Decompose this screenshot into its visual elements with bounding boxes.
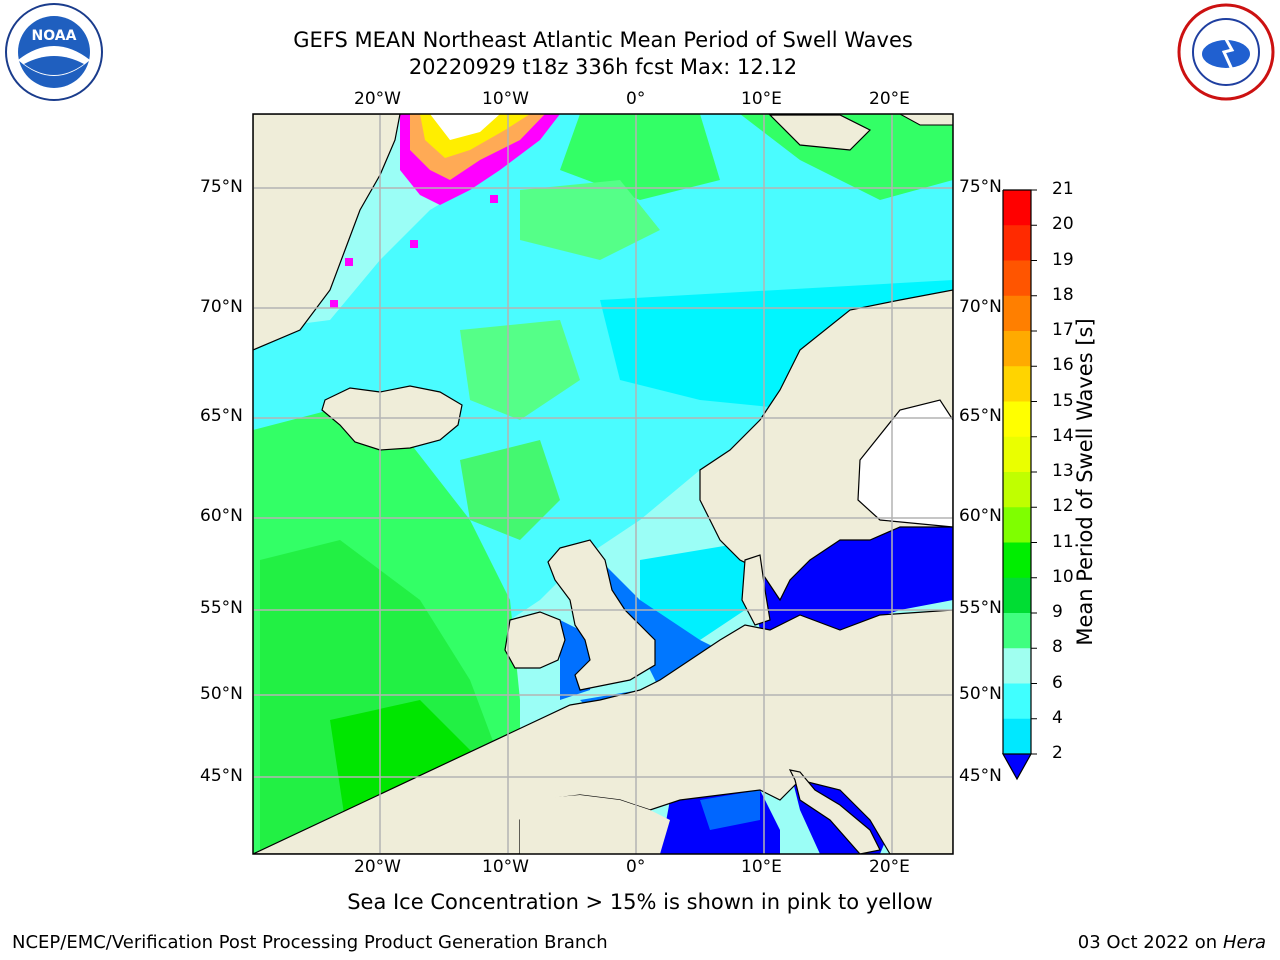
colorbar-tick-label: 9 (1052, 602, 1063, 622)
lon-label-top: 20°E (869, 89, 910, 109)
lat-label-left: 75°N (200, 177, 243, 197)
colorbar-segment (1003, 366, 1031, 402)
lat-label-left: 70°N (200, 297, 243, 317)
lat-label-left: 65°N (200, 406, 243, 426)
colorbar-tick-label: 13 (1052, 461, 1074, 481)
colorbar (1001, 189, 1037, 781)
colorbar-segment (1003, 472, 1031, 508)
colorbar-segment (1003, 190, 1031, 226)
colorbar-tick-label: 21 (1052, 179, 1074, 199)
lon-label-top: 0° (626, 89, 646, 109)
lake-area (857, 399, 953, 528)
lat-label-right: 65°N (959, 406, 1002, 426)
baltic-sea (800, 527, 953, 630)
cyan-zone (253, 114, 953, 620)
lat-label-right: 55°N (959, 598, 1002, 618)
north-sea-shelf (600, 560, 720, 690)
colorbar-tick-label: 18 (1052, 284, 1074, 305)
lon-label-top: 10°E (741, 89, 782, 109)
lat-label-left: 50°N (200, 684, 243, 704)
map-frame (252, 113, 954, 855)
colorbar-segment (1003, 542, 1031, 579)
colorbar-segment (1003, 295, 1031, 332)
denmark-land (741, 554, 771, 626)
lat-label-right: 70°N (959, 297, 1002, 317)
footer-date: 03 Oct 2022 on (1077, 932, 1223, 953)
colorbar-tick-label: 6 (1052, 672, 1063, 693)
colorbar-segment (1003, 577, 1031, 614)
colorbar-segment (1003, 683, 1031, 720)
colorbar-extend-arrow (1001, 753, 1033, 781)
lon-label-bottom: 10°E (741, 857, 782, 877)
italy-land (788, 769, 881, 854)
colorbar-tick-label: 10 (1052, 566, 1074, 587)
ireland-land (504, 611, 566, 669)
colorbar-tick-label: 17 (1052, 320, 1074, 340)
colorbar-tick-label: 4 (1052, 707, 1063, 728)
colorbar-tick-label: 20 (1052, 214, 1074, 235)
lat-label-right: 45°N (959, 766, 1002, 786)
footer-left: NCEP/EMC/Verification Post Processing Pr… (12, 932, 608, 953)
colorbar-segment (1003, 613, 1031, 649)
lat-label-right: 60°N (959, 506, 1002, 526)
colorbar-tick-label: 11 (1052, 531, 1074, 552)
footer-host: Hera (1222, 932, 1266, 953)
colorbar-segment (1003, 225, 1031, 261)
greenland-land (253, 114, 401, 351)
colorbar-segment (1003, 401, 1031, 438)
colorbar-segment (1003, 648, 1031, 684)
ice-note: Sea Ice Concentration > 15% is shown in … (347, 890, 933, 914)
chart-title: GEFS MEAN Northeast Atlantic Mean Period… (293, 28, 913, 52)
lon-label-bottom: 20°E (869, 857, 910, 877)
lat-label-left: 45°N (200, 766, 243, 786)
chart-subtitle: 20220929 t18z 336h fcst Max: 12.12 (408, 55, 798, 79)
colorbar-segment (1003, 436, 1031, 473)
colorbar-segment (1003, 507, 1031, 543)
colorbar-tick-label: 14 (1052, 425, 1074, 446)
colorbar-tick-label: 19 (1052, 249, 1074, 270)
colorbar-label: Mean Period of Swell Waves [s] (1073, 318, 1097, 646)
colorbar-segment (1003, 718, 1031, 755)
colorbar-tick-label: 16 (1052, 355, 1074, 376)
lon-label-top: 20°W (354, 89, 401, 109)
lon-label-bottom: 0° (626, 857, 646, 877)
colorbar-tick-label: 8 (1052, 637, 1063, 658)
footer-right: 03 Oct 2022 on Hera (1078, 932, 1266, 953)
colorbar-tick-label: 15 (1052, 390, 1074, 411)
svalbard-land (768, 114, 872, 151)
noaa-logo: NOAA (5, 3, 103, 101)
great-britain-land (547, 539, 656, 691)
lon-label-top: 10°W (482, 89, 529, 109)
colorbar-segment (1003, 260, 1031, 297)
map-gridlines (253, 114, 953, 854)
colorbar-tick-label: 12 (1052, 496, 1074, 517)
lat-label-right: 50°N (959, 684, 1002, 704)
colorbar-segment (1003, 331, 1031, 367)
lat-label-left: 55°N (200, 598, 243, 618)
noaa-logo-text: NOAA (32, 28, 77, 44)
nws-logo (1177, 3, 1275, 101)
lat-label-right: 75°N (959, 177, 1002, 197)
lon-label-bottom: 10°W (482, 857, 529, 877)
lon-label-bottom: 20°W (354, 857, 401, 877)
colorbar-tick-label: 2 (1052, 743, 1063, 763)
lat-label-left: 60°N (200, 506, 243, 526)
